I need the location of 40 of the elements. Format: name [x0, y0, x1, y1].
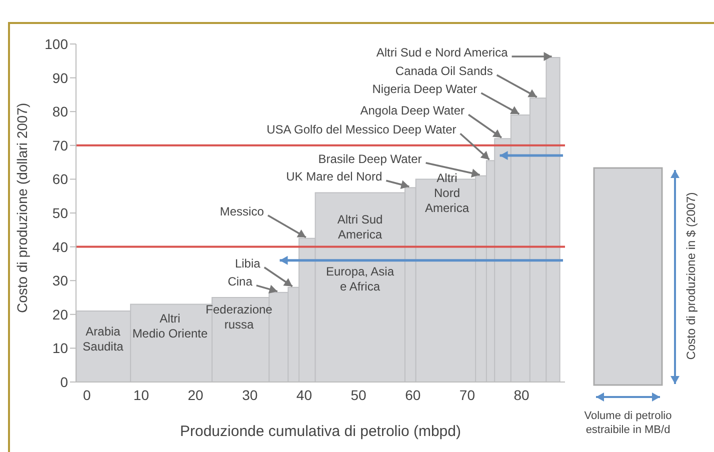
annotation: Altri Nord America [424, 171, 470, 216]
annotation: Arabia Saudita [82, 324, 124, 354]
annotation: Messico [220, 204, 264, 219]
annotation: USA Golfo del Messico Deep Water [266, 122, 456, 137]
annotation: Federazione russa [206, 302, 273, 332]
x-tick-label: 50 [350, 386, 367, 403]
annotation: Libia [234, 256, 261, 271]
x-tick-label: 20 [188, 386, 204, 403]
text: Costo di produzione in $ (2007) [684, 192, 698, 360]
annotation: Europa, Asia e Africa [326, 264, 394, 294]
y-axis-title: Costo di produzione (dollari 2007) [14, 102, 30, 313]
y-tick-label: 60 [52, 171, 68, 188]
annotation: UK Mare del Nord [286, 170, 382, 184]
x-axis-title: Produzionde cumulativa di petrolio (mbpd) [180, 423, 461, 440]
x-tick-label: 10 [133, 386, 150, 403]
annotation: Altri Medio Oriente [132, 312, 208, 341]
x-tick-label: 0 [82, 386, 91, 403]
x-tick-label: 70 [459, 386, 476, 403]
y-tick-label: 70 [52, 137, 68, 154]
x-tick-label: 80 [514, 386, 530, 403]
text: Volume di petrolio estraibile in MB/d [584, 410, 672, 436]
annotation: Altri Sud e Nord America [376, 46, 508, 60]
annotation: Altri Sud America [337, 212, 383, 242]
annotation: Cina [228, 274, 253, 289]
x-tick-label: 30 [242, 386, 258, 403]
y-tick-label: 90 [52, 70, 68, 86]
y-tick-label: 80 [52, 104, 68, 120]
y-tick-label: 40 [52, 238, 68, 255]
annotation: Angola Deep Water [360, 104, 465, 118]
annotation: Brasile Deep Water [318, 152, 422, 166]
y-tick-label: 0 [60, 374, 68, 390]
x-tick-label: 40 [296, 386, 312, 403]
annotation: Nigeria Deep Water [372, 82, 478, 96]
y-tick-label: 20 [52, 306, 68, 322]
y-tick-label: 100 [44, 36, 68, 52]
y-tick-label: 30 [52, 272, 68, 289]
x-tick-label: 60 [405, 386, 421, 403]
y-tick-label: 10 [52, 340, 68, 356]
y-tick-label: 50 [52, 204, 68, 221]
annotation: Canada Oil Sands [395, 64, 493, 78]
